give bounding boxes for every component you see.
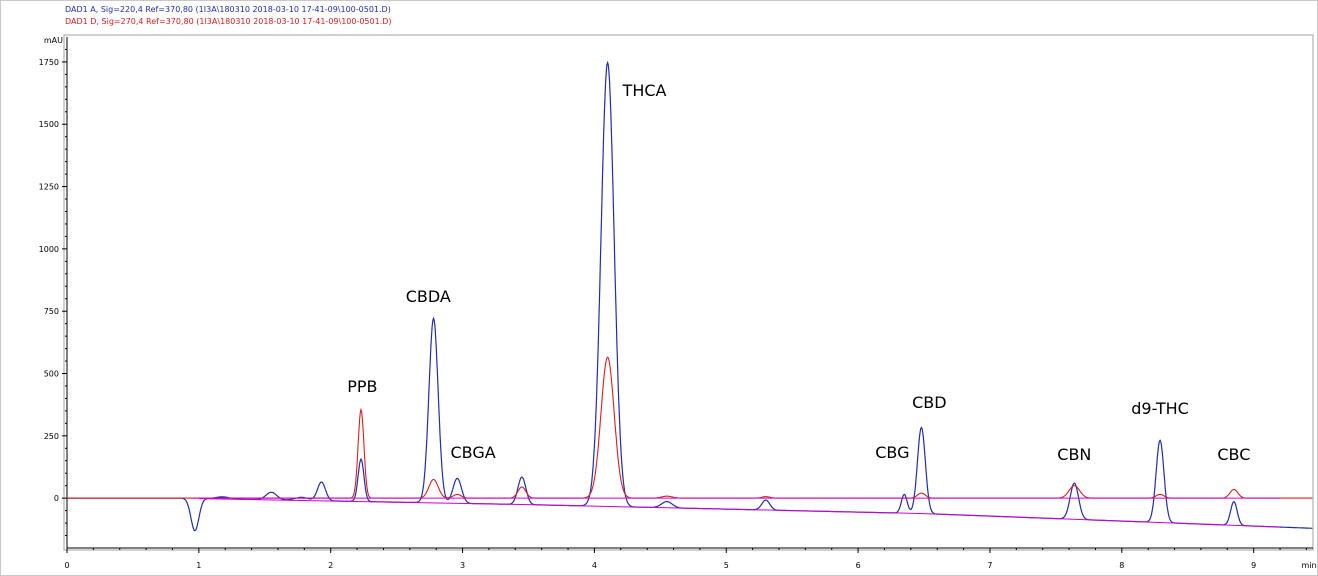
signal-d-header: DAD1 D, Sig=270,4 Ref=370,80 (1I3A\18031… xyxy=(65,17,392,26)
peak-label-cbc: CBC xyxy=(1217,445,1250,464)
series-270nm xyxy=(67,356,1313,499)
y-tick-label: 250 xyxy=(44,432,59,441)
peak-labels: PPB CBDA CBGA THCA CBG CBD CBN d9-THC CBC xyxy=(347,81,1250,464)
peak-label-cbga: CBGA xyxy=(450,443,495,462)
y-tick-label: 1000 xyxy=(39,245,59,254)
y-tick-label: 1500 xyxy=(39,120,59,129)
peak-label-ppb: PPB xyxy=(347,377,377,396)
y-tick-label: 1250 xyxy=(39,183,59,192)
x-tick-label: 9 xyxy=(1251,561,1256,570)
x-tick-label: 3 xyxy=(460,561,465,570)
series-220nm xyxy=(67,60,1313,532)
x-tick-label: 0 xyxy=(64,561,69,570)
y-unit-label: mAU xyxy=(44,36,63,45)
x-tick-label: 1 xyxy=(196,561,201,570)
plot-frame xyxy=(63,34,1314,551)
y-tick-label: 500 xyxy=(44,370,59,379)
x-tick-label: 8 xyxy=(1119,561,1124,570)
x-tick-label: 2 xyxy=(328,561,333,570)
peak-label-cbd: CBD xyxy=(912,393,946,412)
x-tick-label: 6 xyxy=(856,561,861,570)
x-tick-label: 5 xyxy=(724,561,729,570)
axes: 0 250 500 750 1000 1250 1500 1750 mAU 0 1 2 3 4 5 6 7 8 9 m… xyxy=(39,34,1317,570)
peak-label-cbg: CBG xyxy=(875,443,909,462)
x-tick-label: 7 xyxy=(987,561,992,570)
x-unit-label: min xyxy=(1301,561,1316,570)
y-tick-label: 1750 xyxy=(39,58,59,67)
signal-a-header: DAD1 A, Sig=220,4 Ref=370,80 (1I3A\18031… xyxy=(65,5,391,14)
peak-label-cbda: CBDA xyxy=(406,287,451,306)
baseline-220nm xyxy=(198,498,1281,528)
peak-label-cbn: CBN xyxy=(1057,445,1091,464)
y-tick-label: 750 xyxy=(44,307,59,316)
y-tick-label: 0 xyxy=(54,494,59,503)
peak-label-d9-thc: d9-THC xyxy=(1131,399,1189,418)
x-tick-label: 4 xyxy=(592,561,597,570)
peak-label-thca: THCA xyxy=(622,81,667,100)
traces xyxy=(67,60,1313,532)
